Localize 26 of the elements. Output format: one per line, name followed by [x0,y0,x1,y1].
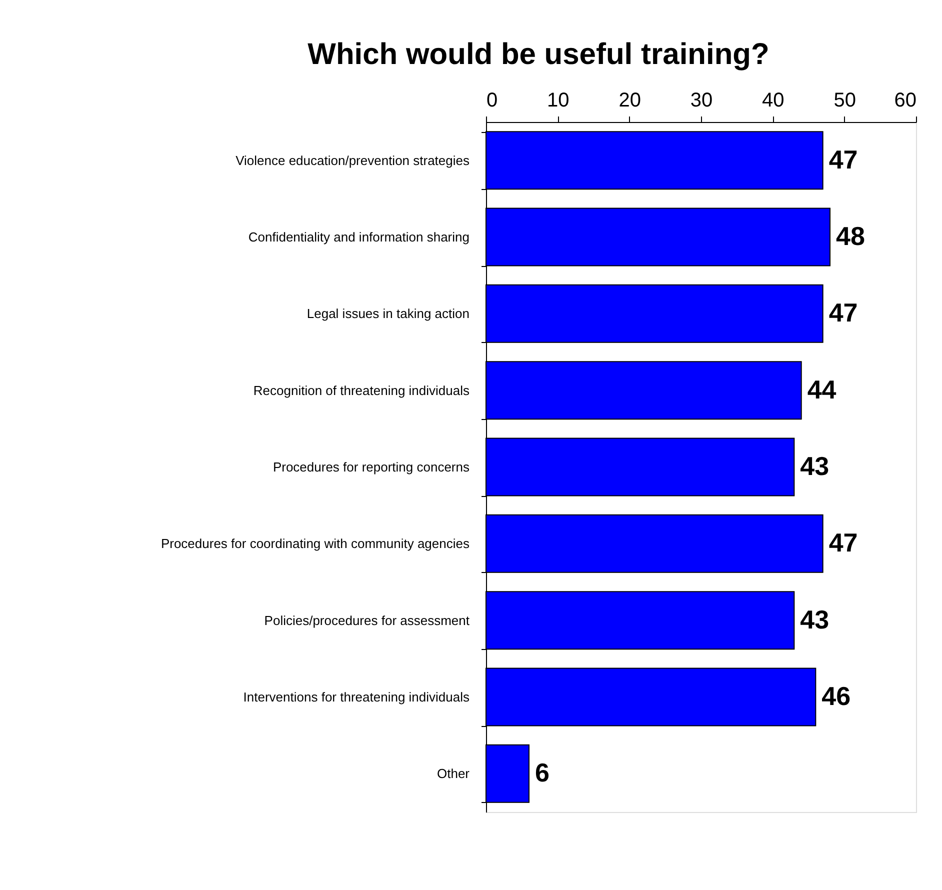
data-label: 44 [807,374,837,404]
data-label: 43 [800,451,830,481]
x-tick-label: 50 [834,90,856,112]
y-tick-label: Procedures for coordinating with community agencies [160,536,470,552]
x-tick-label: 60 [894,90,916,112]
chart-title: Which would be useful training? [308,38,770,71]
y-tick-label: Procedures for reporting concerns [272,460,470,474]
x-tick-label: 30 [690,90,713,112]
data-label: 46 [822,681,851,711]
data-label: 48 [836,221,865,251]
x-tick-label: 40 [762,90,784,112]
y-tick-label: Interventions for threatening individuals [243,690,470,704]
data-label: 47 [828,298,858,328]
x-tick-label: 0 [486,90,498,112]
y-tick-label: Recognition of threatening individuals [253,382,470,398]
data-label: 47 [828,528,858,558]
data-label: 6 [535,758,550,788]
y-tick-label: Violence education/prevention strategies [236,152,470,168]
data-label: 47 [828,144,858,174]
y-tick-label: Policies/procedures for assessment [264,612,470,628]
y-tick-label: Other [436,766,470,782]
y-tick-label: Legal issues in taking action [306,306,470,322]
data-label: 43 [800,604,830,634]
x-tick-label: 20 [618,90,641,112]
x-tick-label: 10 [547,90,570,112]
y-tick-label: Confidentiality and information sharing [248,230,470,244]
